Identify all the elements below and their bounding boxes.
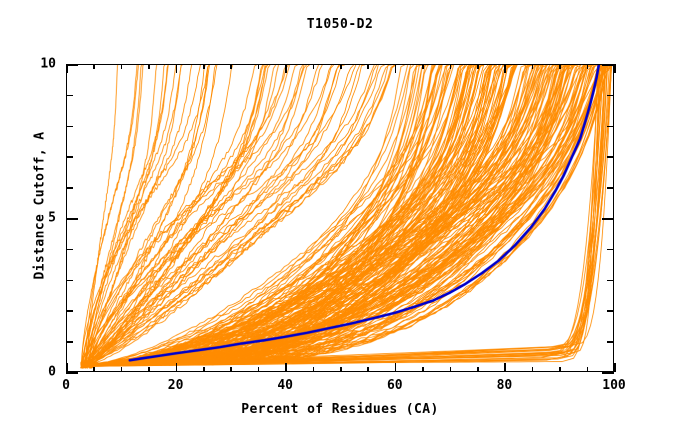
x-tick-bottom: [257, 367, 260, 372]
x-tick-label: 20: [167, 378, 184, 393]
y-tick-left: [66, 64, 78, 66]
x-tick-bottom: [340, 367, 342, 372]
x-tick-bottom: [175, 363, 178, 372]
x-tick-top: [586, 64, 589, 69]
x-tick-bottom: [148, 367, 150, 372]
y-tick-left: [66, 248, 73, 251]
y-tick-right: [607, 341, 614, 343]
y-tick-left: [66, 372, 78, 374]
x-tick-top: [66, 64, 68, 73]
x-tick-bottom: [504, 363, 506, 372]
plot-canvas: [67, 65, 613, 371]
y-tick-left: [66, 310, 73, 312]
x-tick-top: [559, 64, 561, 69]
y-tick-right: [602, 64, 614, 66]
x-tick-top: [257, 64, 260, 69]
y-axis-title: Distance Cutoff, A: [32, 131, 48, 280]
y-tick-label: 10: [40, 56, 56, 72]
x-tick-bottom: [477, 367, 479, 372]
x-tick-top: [504, 64, 506, 73]
y-tick-label: 0: [48, 364, 56, 380]
x-tick-top: [449, 64, 452, 69]
y-tick-left: [66, 94, 73, 97]
x-tick-bottom: [203, 367, 205, 372]
y-tick-left: [66, 125, 73, 128]
x-tick-label: 40: [277, 378, 294, 393]
y-tick-left: [66, 279, 73, 282]
x-tick-top: [394, 64, 397, 73]
x-tick-top: [367, 64, 369, 69]
x-tick-bottom: [120, 367, 123, 372]
x-tick-bottom: [367, 367, 369, 372]
x-tick-bottom: [531, 367, 534, 372]
x-tick-top: [93, 64, 95, 69]
x-tick-label: 60: [386, 378, 403, 393]
x-tick-bottom: [614, 363, 616, 372]
x-tick-top: [340, 64, 342, 69]
y-tick-right: [602, 218, 614, 220]
y-tick-left: [66, 341, 73, 343]
chart-title: T1050-D2: [306, 17, 374, 32]
x-tick-bottom: [559, 367, 561, 372]
x-tick-top: [614, 64, 616, 73]
x-tick-top: [531, 64, 534, 69]
x-tick-bottom: [422, 367, 424, 372]
x-tick-top: [203, 64, 205, 69]
y-tick-right: [607, 310, 614, 312]
x-tick-label: 0: [62, 378, 70, 393]
x-tick-bottom: [230, 367, 232, 372]
y-tick-left: [66, 218, 78, 220]
x-tick-bottom: [285, 363, 287, 372]
x-tick-top: [230, 64, 232, 69]
x-tick-top: [175, 64, 178, 73]
y-tick-right: [607, 125, 614, 128]
y-tick-right: [607, 279, 614, 282]
y-tick-left: [66, 187, 73, 189]
x-tick-label: 100: [602, 378, 626, 393]
y-tick-left: [66, 156, 73, 158]
x-tick-top: [312, 64, 315, 69]
x-tick-bottom: [586, 367, 589, 372]
x-tick-bottom: [449, 367, 452, 372]
x-tick-top: [477, 64, 479, 69]
y-tick-right: [607, 187, 614, 189]
y-tick-right: [607, 248, 614, 251]
x-tick-top: [285, 64, 287, 73]
x-tick-top: [422, 64, 424, 69]
plot-area: [66, 64, 614, 372]
y-tick-right: [602, 372, 614, 374]
y-tick-right: [607, 94, 614, 97]
x-axis-title: Percent of Residues (CA): [241, 402, 439, 417]
y-tick-right: [607, 156, 614, 158]
x-tick-top: [120, 64, 123, 69]
x-tick-top: [148, 64, 150, 69]
x-tick-bottom: [394, 363, 397, 372]
x-tick-bottom: [312, 367, 315, 372]
y-tick-label: 5: [48, 210, 56, 226]
x-tick-bottom: [93, 367, 95, 372]
x-tick-label: 80: [496, 378, 513, 393]
x-tick-bottom: [66, 363, 68, 372]
